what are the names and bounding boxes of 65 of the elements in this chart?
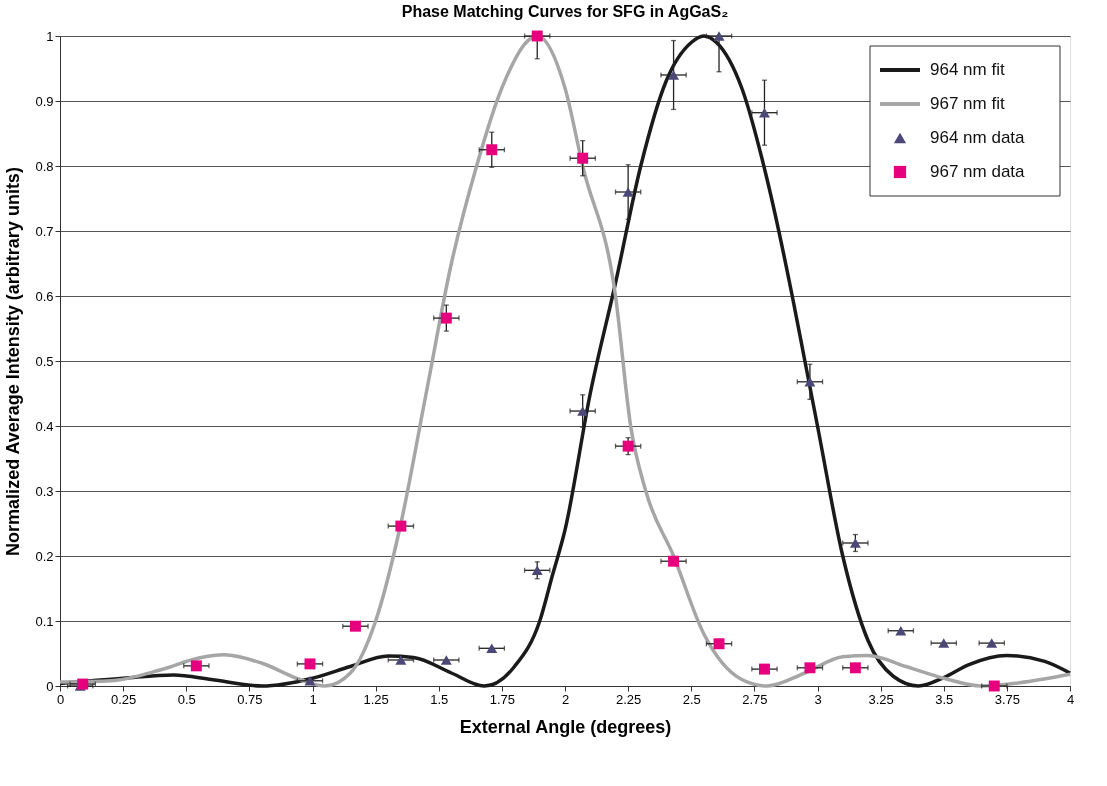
y-tick-label: 0.1 [35, 613, 54, 629]
legend-label: 964 nm fit [930, 60, 1005, 79]
x-axis-title: External Angle (degrees) [459, 716, 672, 737]
y-tick-label: 0.3 [35, 483, 54, 499]
point [759, 663, 770, 675]
point [190, 660, 202, 672]
point [938, 638, 950, 648]
point [804, 377, 816, 387]
x-tick-label: 2.75 [742, 691, 768, 707]
x-tick-label: 0.75 [237, 691, 263, 707]
x-tick-label: 1.5 [430, 691, 449, 707]
x-tick-label: 1 [309, 691, 317, 707]
point [531, 565, 543, 576]
point [849, 538, 861, 548]
point [531, 30, 543, 42]
point [804, 662, 816, 674]
point [622, 440, 634, 452]
x-tick-label: 4 [1066, 691, 1075, 707]
point [668, 555, 680, 567]
point [668, 70, 680, 80]
point [486, 144, 498, 156]
x-tick-label: 2.5 [682, 691, 701, 707]
x-tick-label: 3.75 [994, 691, 1021, 707]
y-tick-label: 0.5 [35, 353, 54, 369]
x-tick-label: 0.25 [110, 691, 137, 707]
point [395, 520, 407, 532]
chart-title: Phase Matching Curves for SFG in AgGaS₂ [401, 3, 729, 20]
point [713, 638, 725, 650]
point [713, 31, 725, 41]
point [440, 312, 452, 324]
y-tick-label: 0.4 [35, 418, 54, 434]
point [577, 406, 589, 416]
point [849, 662, 861, 674]
x-tick-label: 1.25 [363, 691, 389, 707]
y-tick-label: 0 [46, 678, 54, 694]
legend-label: 967 nm data [930, 162, 1026, 181]
y-tick-label: 0.6 [35, 288, 54, 304]
point [395, 655, 407, 665]
point [304, 676, 316, 686]
legend-label: 964 nm data [930, 128, 1026, 147]
point [577, 152, 589, 164]
point [304, 658, 316, 670]
y-tick-label: 0.7 [35, 223, 54, 239]
y-tick-label: 0.9 [35, 93, 54, 109]
x-tick-label: 3 [814, 691, 822, 707]
point [440, 655, 452, 665]
x-tick-label: 0.5 [177, 691, 196, 707]
point [349, 620, 361, 632]
point [895, 626, 907, 636]
x-tick-label: 3.5 [935, 691, 954, 707]
y-tick-label: 0.2 [35, 548, 54, 564]
y-axis-title: Normalized Average Intensity (arbitrary units) [3, 167, 24, 556]
y-tick-label: 1 [46, 28, 54, 44]
point [988, 680, 1000, 692]
x-tick-label: 3.25 [868, 691, 894, 707]
x-tick-label: 1.75 [489, 691, 516, 707]
x-tick-label: 0 [56, 691, 65, 707]
x-tick-label: 2.25 [615, 691, 642, 707]
point [486, 643, 498, 654]
point [759, 107, 770, 118]
point [622, 187, 634, 197]
legend-label: 967 nm fit [930, 94, 1005, 113]
point [986, 638, 998, 648]
y-tick-label: 0.8 [35, 158, 54, 174]
x-tick-label: 2 [561, 691, 570, 707]
